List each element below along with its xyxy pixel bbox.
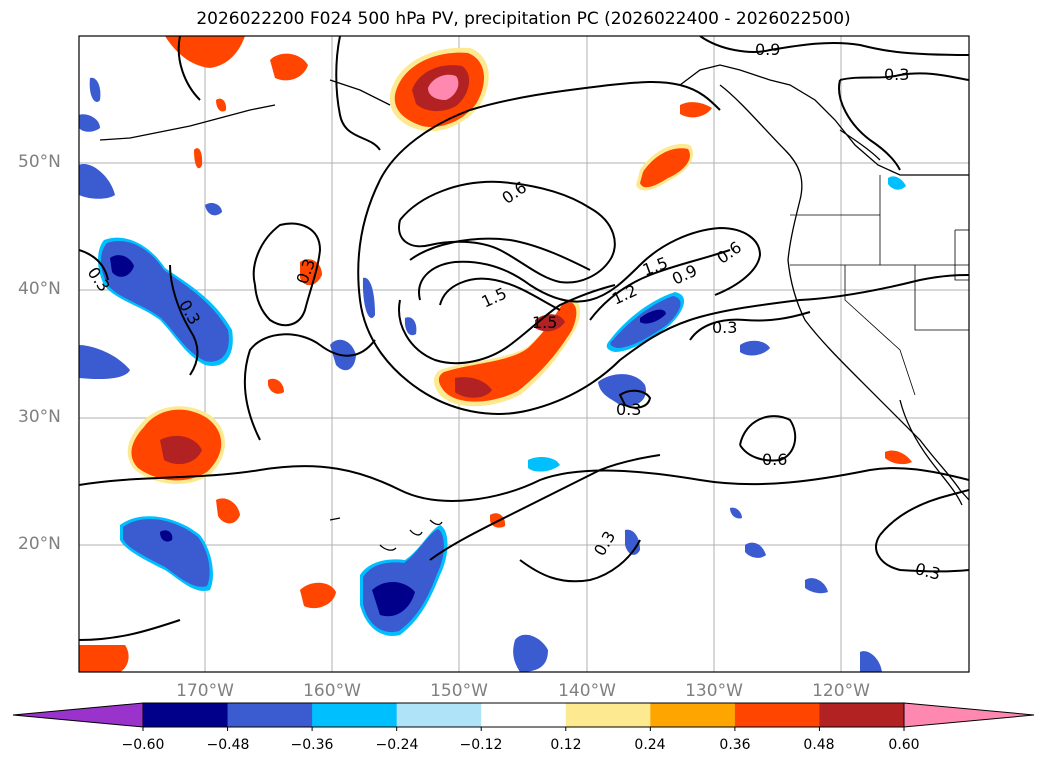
colorbar-segment bbox=[650, 703, 736, 727]
colorbar-tick-label: 0.60 bbox=[888, 737, 920, 753]
lon-label: 170°W bbox=[176, 681, 234, 701]
lat-label: 50°N bbox=[18, 152, 61, 172]
contour-label: 1.5 bbox=[532, 313, 557, 332]
lat-label: 20°N bbox=[18, 534, 61, 554]
pv-contours bbox=[79, 36, 969, 641]
precip-positive-regions bbox=[79, 36, 912, 672]
colorbar-segment bbox=[819, 703, 905, 727]
colorbar-tick-label: 0.36 bbox=[719, 737, 751, 753]
colorbar-tick-label: −0.24 bbox=[375, 737, 419, 753]
colorbar-segment bbox=[481, 703, 567, 727]
contour-label: 0.6 bbox=[762, 450, 787, 469]
contour-label: 0.3 bbox=[712, 318, 737, 337]
contour-label: 0.9 bbox=[755, 40, 780, 59]
colorbar-tick-label: −0.60 bbox=[121, 737, 165, 753]
lon-label: 150°W bbox=[430, 681, 488, 701]
colorbar-tick-label: −0.36 bbox=[290, 737, 334, 753]
gridlines bbox=[79, 36, 969, 672]
colorbar-segment bbox=[734, 703, 820, 727]
lon-label: 120°W bbox=[812, 681, 870, 701]
colorbar bbox=[12, 702, 1035, 731]
lat-label: 40°N bbox=[18, 279, 61, 299]
colorbar-segment bbox=[227, 703, 313, 727]
chart-title: 2026022200 F024 500 hPa PV, precipitatio… bbox=[196, 9, 851, 29]
colorbar-segment bbox=[565, 703, 651, 727]
colorbar-segment bbox=[396, 703, 482, 727]
colorbar-tick-label: 0.24 bbox=[634, 737, 666, 753]
precip-negative-regions bbox=[79, 77, 906, 672]
colorbar-tick-label: 0.48 bbox=[803, 737, 835, 753]
colorbar-tick-label: −0.48 bbox=[206, 737, 250, 753]
colorbar-segment bbox=[143, 703, 229, 727]
lon-label: 140°W bbox=[558, 681, 616, 701]
colorbar-tick-label: −0.12 bbox=[459, 737, 503, 753]
lon-label: 160°W bbox=[303, 681, 361, 701]
lat-label: 30°N bbox=[18, 407, 61, 427]
coastlines bbox=[99, 64, 969, 551]
contour-label: 0.3 bbox=[884, 65, 909, 84]
state-borders bbox=[790, 175, 969, 396]
colorbar-tick-label: 0.12 bbox=[550, 737, 582, 753]
contour-label: 0.3 bbox=[616, 400, 641, 419]
lon-label: 130°W bbox=[685, 681, 743, 701]
map-frame bbox=[78, 35, 970, 673]
colorbar-segment bbox=[312, 703, 398, 727]
